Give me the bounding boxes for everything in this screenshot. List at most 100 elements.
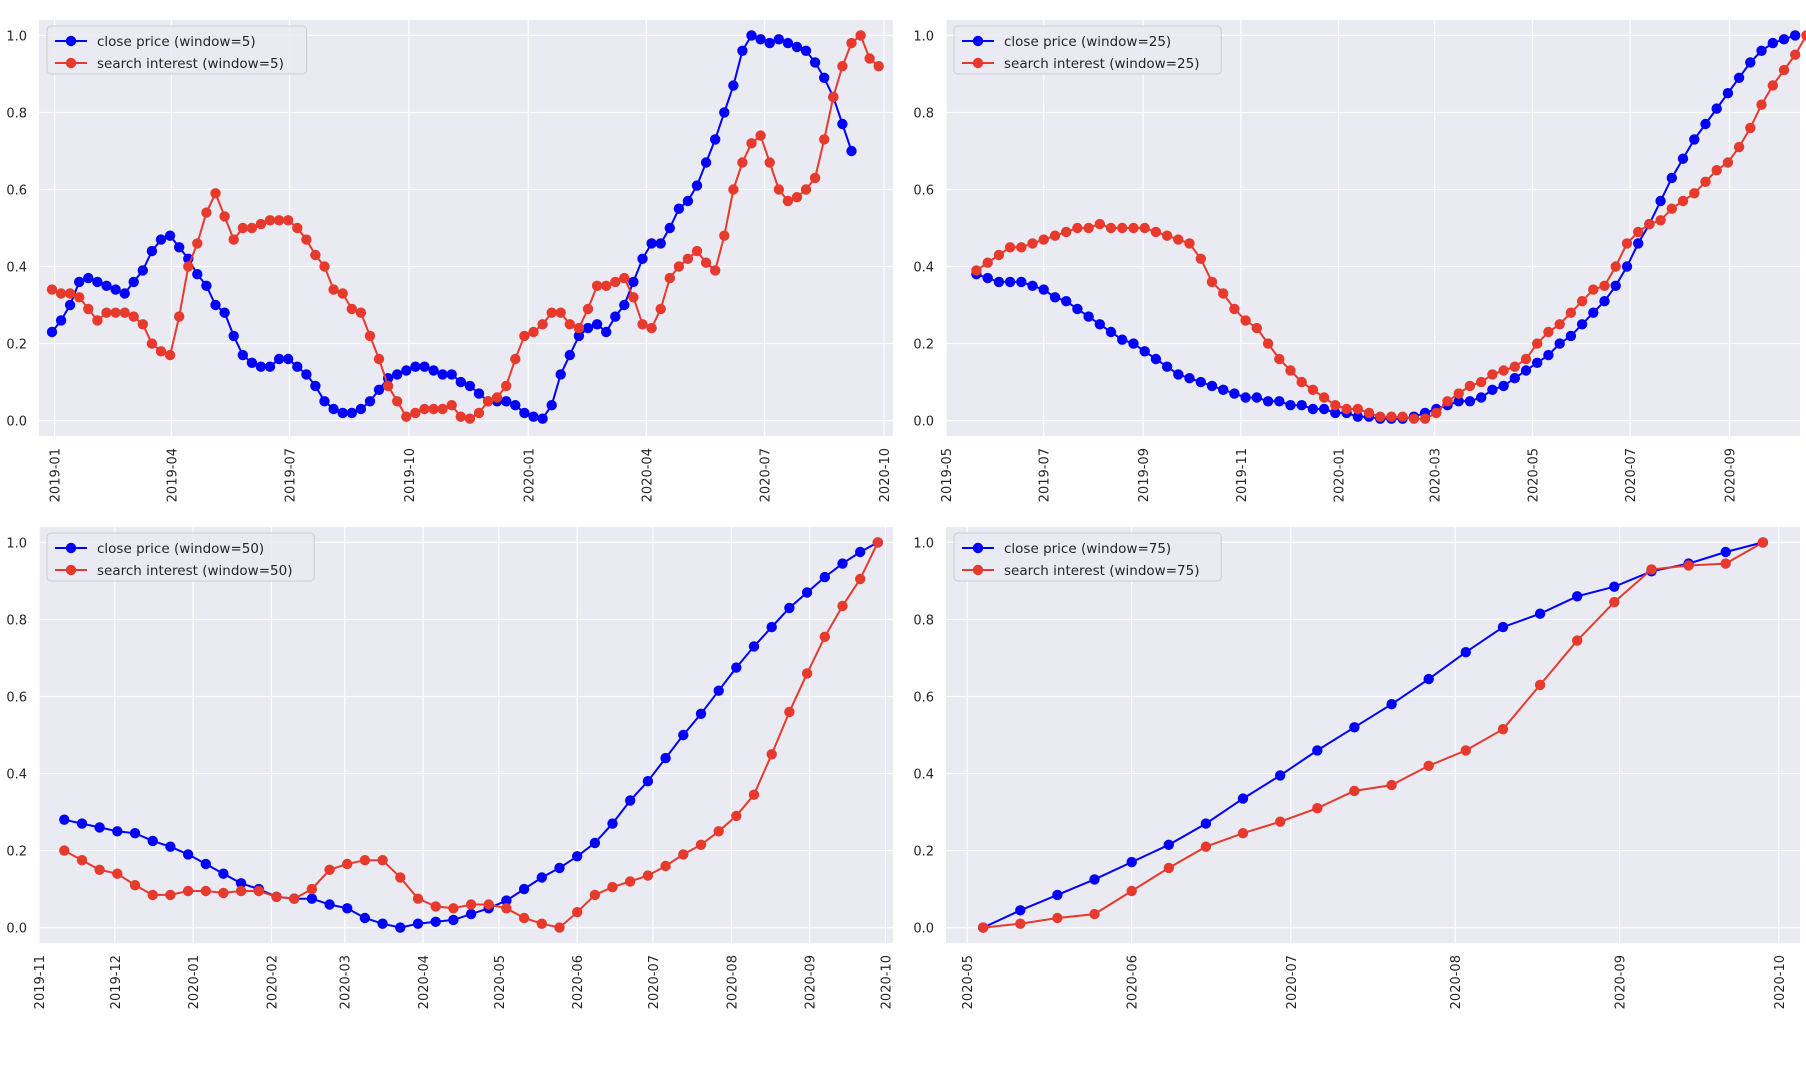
data-point [200, 885, 211, 897]
data-point [1161, 361, 1173, 372]
data-point [1460, 647, 1472, 658]
data-point [1408, 413, 1420, 424]
data-point [837, 558, 848, 569]
data-point [210, 299, 221, 311]
data-point [328, 403, 339, 415]
data-point [1397, 411, 1408, 422]
data-point [373, 353, 385, 365]
data-point [155, 234, 167, 245]
data-point [392, 396, 403, 407]
data-point [377, 918, 388, 929]
data-point [182, 885, 194, 897]
data-point [1150, 353, 1162, 365]
data-point [700, 157, 712, 168]
data-point [401, 365, 412, 376]
data-point [1352, 411, 1364, 422]
data-point [1599, 296, 1610, 307]
data-point [1128, 222, 1139, 234]
data-point [1565, 330, 1577, 342]
data-point [1655, 195, 1666, 207]
x-tick-label: 2019-10 [403, 448, 418, 502]
data-point [1497, 724, 1509, 735]
data-point [1442, 396, 1453, 407]
data-point [755, 130, 766, 141]
data-point [165, 841, 176, 852]
data-point [1330, 400, 1341, 411]
data-point [1609, 581, 1620, 592]
legend-label: close price (window=25) [1004, 34, 1171, 50]
data-point [1195, 376, 1207, 388]
data-point [110, 284, 121, 295]
data-point [1262, 396, 1274, 407]
data-point [528, 411, 539, 422]
data-point [1599, 280, 1610, 291]
legend-marker [972, 57, 984, 69]
data-point [235, 878, 247, 889]
data-point [1004, 276, 1016, 288]
data-point [1200, 818, 1212, 829]
data-point [1240, 315, 1251, 326]
data-point [1767, 80, 1779, 91]
data-point [846, 145, 857, 157]
data-point [872, 537, 883, 548]
data-point [1621, 238, 1633, 249]
data-point [1609, 596, 1620, 608]
data-point [1139, 346, 1150, 357]
data-point [1218, 288, 1229, 299]
data-point [155, 346, 167, 357]
data-point [410, 407, 421, 419]
data-point [855, 30, 866, 41]
data-point [1801, 30, 1806, 41]
data-point [713, 826, 724, 837]
x-tick-label: 2020-09 [1614, 955, 1629, 1009]
data-point [328, 284, 339, 295]
data-point [1240, 392, 1251, 403]
x-tick-label: 2020-08 [1449, 955, 1464, 1009]
data-point [1027, 280, 1038, 291]
data-point [864, 53, 875, 64]
data-point [1711, 165, 1722, 176]
chart-3: 0.0 0.2 0.4 0.6 0.8 1.0 2019-11 2019-12 2020-01 2… [6, 527, 894, 1009]
data-point [1745, 57, 1756, 68]
data-point [1453, 388, 1464, 399]
data-point [1745, 122, 1756, 134]
data-point [310, 249, 321, 261]
data-point [1312, 745, 1323, 756]
data-point [755, 34, 766, 45]
data-point [164, 349, 176, 361]
data-point [410, 361, 421, 372]
data-point [691, 180, 703, 191]
data-point [1094, 319, 1106, 330]
data-point [137, 265, 148, 276]
data-point [83, 303, 94, 315]
legend-label: search interest (window=75) [1004, 563, 1199, 579]
data-point [319, 396, 330, 407]
x-tick-label: 2019-01 [49, 448, 64, 502]
data-point [1700, 118, 1711, 130]
data-point [819, 72, 830, 84]
data-point [1576, 319, 1588, 330]
data-point [1117, 222, 1128, 234]
x-tick-label: 2020-09 [1724, 448, 1739, 502]
y-tick-label: 0.2 [6, 338, 27, 353]
data-point [1572, 635, 1583, 646]
data-point [237, 349, 248, 361]
data-point [719, 230, 730, 241]
data-point [1621, 261, 1633, 272]
data-point [601, 326, 612, 338]
data-point [465, 908, 477, 920]
data-point [682, 195, 694, 207]
data-point [1633, 226, 1644, 238]
data-point [591, 280, 603, 291]
data-point [819, 134, 830, 145]
chart-2: 0.0 0.2 0.4 0.6 0.8 1.0 2019-05 2019-07 2019-09 2… [913, 20, 1806, 502]
data-point [1487, 384, 1498, 395]
data-point [55, 288, 67, 299]
data-point [572, 907, 583, 918]
data-point [428, 365, 439, 376]
data-point [283, 353, 294, 365]
legend-label: close price (window=50) [97, 541, 264, 557]
data-point [83, 272, 94, 284]
data-point [147, 889, 158, 901]
